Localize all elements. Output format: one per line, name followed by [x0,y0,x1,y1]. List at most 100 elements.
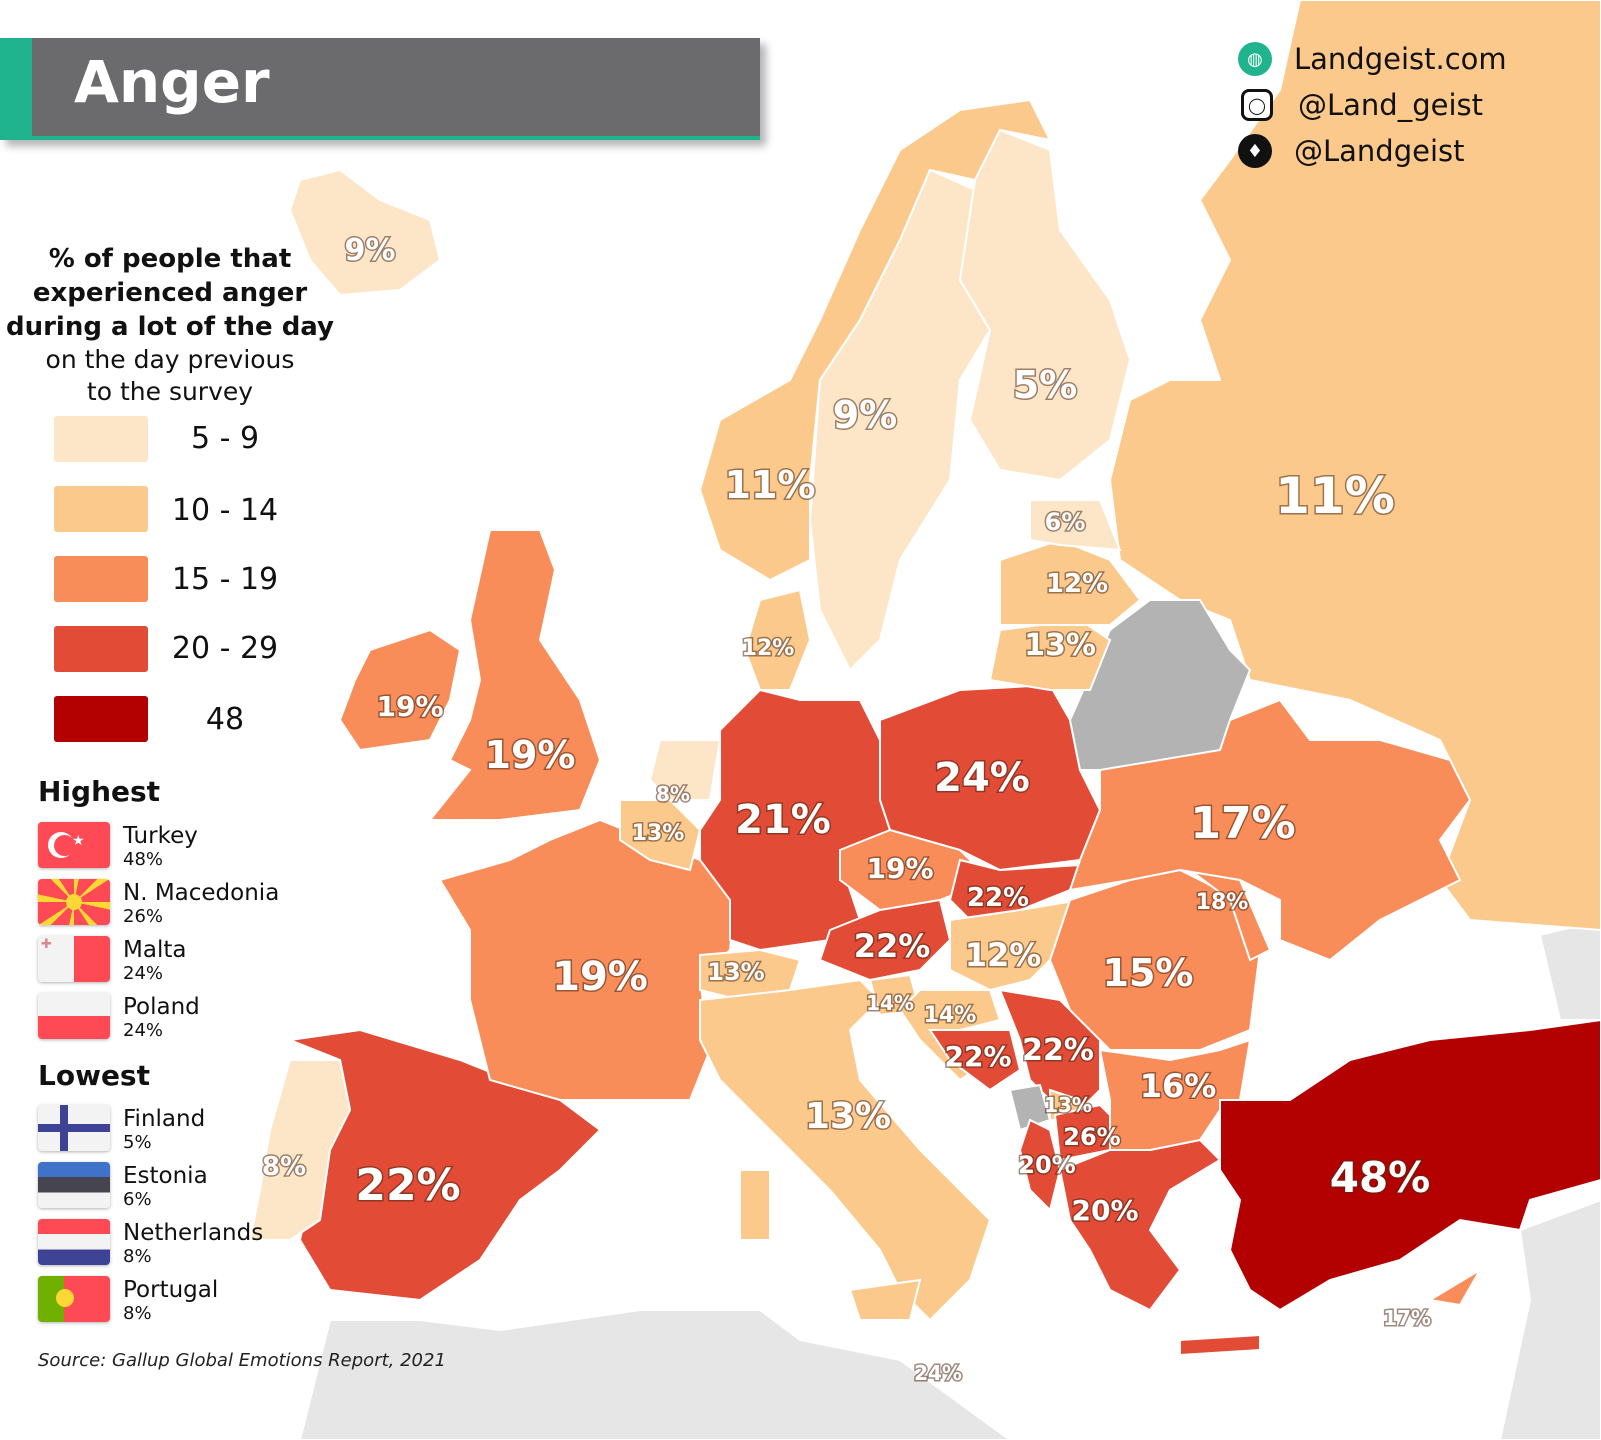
globe-icon: ◍ [1238,42,1272,76]
country-region [928,1029,1022,1092]
rank-value: 48% [123,849,164,870]
country-region [338,628,462,752]
map-value-label: 24% [914,1361,962,1385]
country-region [1219,1018,1601,1312]
map-value-label: 5% [1013,363,1078,407]
map-value-label: 11% [1275,467,1395,525]
finland-flag [38,1105,110,1151]
malta-flag: ✚ [38,936,110,982]
map-value-label: 9% [345,233,396,268]
legend-title: % of people that experienced anger durin… [0,242,340,408]
map-value-label: 8% [262,1152,306,1182]
legend-label: 15 - 19 [171,562,279,597]
highest-heading: Highest [38,775,161,808]
country-region [1029,499,1122,552]
country-region [1018,1118,1062,1212]
map-value-label: 12% [965,936,1042,974]
rank-name: Estonia [123,1163,208,1189]
country-region [248,1059,352,1241]
map-value-label: 6% [1045,508,1086,536]
country-region [1068,599,1252,771]
map-value-label: 20% [1018,1151,1075,1179]
outside-middle-east [1498,1198,1601,1440]
legend-swatch [54,626,148,672]
map-value-label: 26% [1063,1123,1120,1151]
portugal-flag [38,1276,110,1322]
map-value-label: 20% [1071,1194,1138,1227]
country-region [949,898,1082,992]
twitter-text: @Landgeist [1294,134,1465,168]
rank-value: 6% [123,1189,152,1210]
map-value-label: 21% [735,797,831,843]
country-region [739,1169,771,1241]
map-value-label: 48% [1330,1153,1431,1202]
country-region [1427,1267,1483,1307]
legend-swatch [54,696,148,742]
estonia-flag [38,1162,110,1208]
twitter-icon: ♦ [1238,134,1272,168]
legend-swatch [54,486,148,532]
map-value-label: 22% [355,1160,460,1211]
map-value-label: 17% [1190,798,1295,849]
country-region [427,529,602,821]
rank-name: Finland [123,1106,206,1132]
legend-subtitle-line: to the survey [86,377,254,406]
outside-right [1538,918,1601,1021]
poland-flag [38,993,110,1039]
legend-title-line: experienced anger [32,278,308,308]
source-note: Source: Gallup Global Emotions Report, 2… [38,1350,446,1371]
map-value-label: 19% [552,954,648,1000]
instagram-icon: ◯ [1241,89,1273,121]
country-region [1108,0,1601,932]
map-value-label: 13% [805,1096,891,1137]
map-value-label: 18% [1196,890,1249,915]
legend-title-line: % of people that [48,244,292,274]
map-value-label: 15% [1103,951,1194,995]
map-value-label: 22% [854,927,931,965]
legend-label: 10 - 14 [171,493,279,528]
title-bar: Anger [0,38,760,140]
social-links: ◍ Landgeist.com ◯ @Land_geist ♦ @Landgei… [1238,36,1507,174]
rank-name: Portugal [123,1277,219,1303]
rank-name: N. Macedonia [123,880,280,906]
country-region [1179,1333,1261,1357]
social-instagram[interactable]: ◯ @Land_geist [1238,82,1507,128]
legend-label: 48 [205,702,245,737]
map-value-label: 19% [376,690,443,723]
map-value-label: 13% [707,958,764,986]
title-accent [0,38,32,136]
website-text: Landgeist.com [1294,42,1507,76]
map-value-label: 22% [944,1040,1011,1073]
map-value-label: 13% [632,821,685,846]
country-region [948,858,1082,922]
social-twitter[interactable]: ♦ @Landgeist [1238,128,1507,174]
country-region [958,128,1132,482]
map-value-label: 9% [833,393,898,437]
lowest-heading: Lowest [38,1059,150,1092]
rank-name: Malta [123,937,187,963]
map-value-label: 14% [866,991,914,1015]
map-value-label: 14% [924,1003,977,1028]
map-value-label: 8% [656,782,690,806]
map-value-label: 24% [934,755,1030,801]
country-region [648,739,722,801]
map-value-label: 19% [866,852,933,885]
map-value-label: 12% [742,636,795,661]
instagram-text: @Land_geist [1298,88,1484,122]
map-value-label: 12% [1046,569,1108,599]
rank-value: 8% [123,1246,152,1267]
legend-subtitle-line: on the day previous [45,345,295,374]
country-region [848,1278,922,1321]
map-value-label: 13% [1044,1093,1092,1117]
country-region [288,168,442,297]
rank-name: Netherlands [123,1220,264,1246]
social-website[interactable]: ◍ Landgeist.com [1238,36,1507,82]
map-value-label: 16% [1140,1067,1217,1105]
rank-value: 5% [123,1132,152,1153]
legend-label: 5 - 9 [190,421,260,456]
map-value-label: 13% [1024,628,1096,663]
rank-value: 24% [123,963,164,984]
north-macedonia-flag [38,879,110,925]
legend-title-line: during a lot of the day [5,312,335,342]
